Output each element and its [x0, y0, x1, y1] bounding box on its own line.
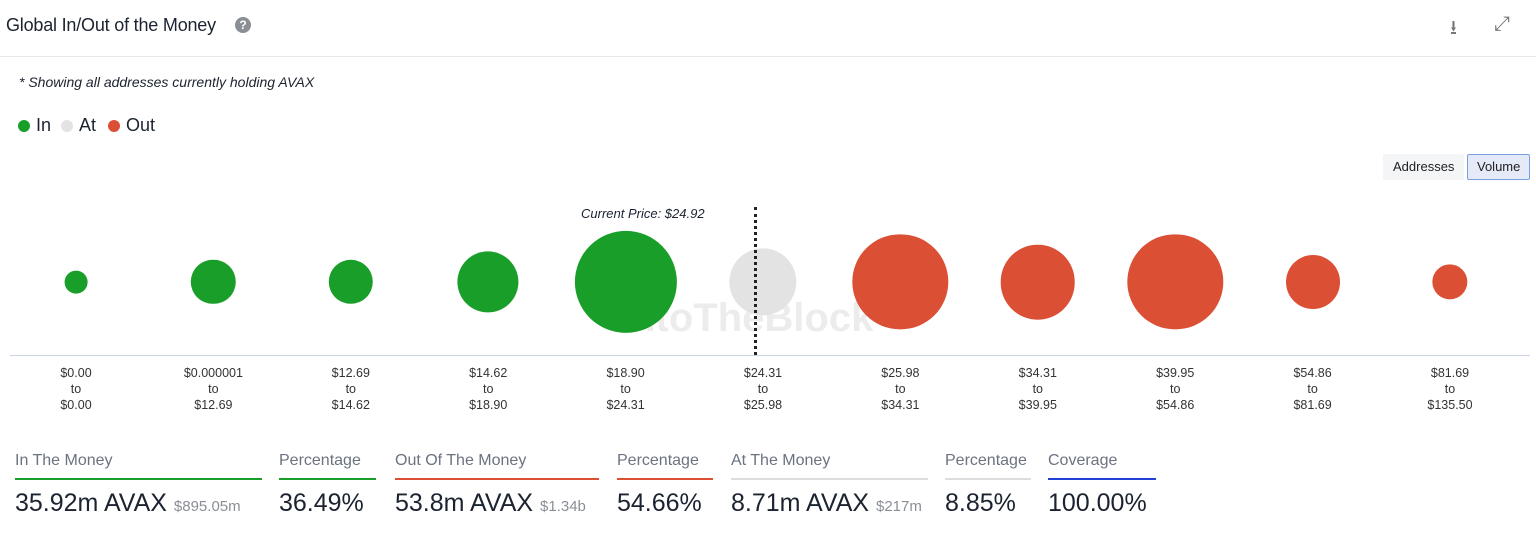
volume-toggle[interactable]: Volume	[1467, 154, 1531, 180]
current-price-line	[754, 207, 757, 355]
x-tick-from: $34.31	[1018, 366, 1057, 380]
x-tick-label: $18.90 to $24.31	[566, 365, 686, 413]
x-tick-from: $25.98	[881, 366, 920, 380]
x-tick-to: to	[757, 382, 769, 396]
legend-dot-out	[108, 119, 120, 132]
chart-title: Global In/Out of the Money	[6, 15, 216, 35]
out-usd: $1.34b	[540, 498, 586, 515]
bubble-out[interactable]	[1127, 234, 1223, 330]
in-the-money-value: 35.92m AVAX $895.05m	[15, 489, 241, 518]
x-tick-to: $18.90	[469, 398, 508, 412]
x-tick-label: $39.95 to $54.86	[1115, 365, 1235, 413]
download-icon[interactable]: ⭳	[1450, 17, 1457, 39]
x-tick-to: $39.95	[1018, 398, 1057, 412]
x-tick-label: $0.00 to $0.00	[16, 365, 136, 413]
at-percentage-header: Percentage	[945, 452, 1031, 480]
x-tick-to: to	[620, 382, 631, 396]
coverage-header: Coverage	[1048, 452, 1156, 480]
x-tick-to: to	[482, 382, 494, 396]
bubble-in[interactable]	[328, 259, 374, 305]
x-axis	[10, 355, 1530, 356]
out-volume: 53.8m AVAX	[395, 489, 534, 517]
x-tick-to: to	[1169, 382, 1181, 396]
header-divider	[0, 56, 1536, 57]
in-the-money-header: In The Money	[15, 452, 262, 480]
out-of-the-money-value: 53.8m AVAX $1.34b	[395, 489, 586, 518]
out-percentage-header: Percentage	[617, 452, 713, 480]
x-tick-to: $0.00	[60, 398, 92, 412]
bubble-out[interactable]	[1285, 255, 1340, 309]
at-usd: $217m	[876, 498, 922, 515]
x-tick-label: $34.31 to $39.95	[978, 365, 1098, 413]
x-tick-to: to	[1032, 382, 1044, 396]
x-tick-to: $25.98	[743, 398, 783, 412]
x-tick-label: $14.62 to $18.90	[428, 365, 548, 413]
x-tick-label: $24.31 to $25.98	[703, 365, 823, 413]
bubble-in[interactable]	[64, 270, 88, 294]
bubble-out[interactable]	[852, 234, 949, 330]
x-tick-label: $54.86 to $81.69	[1253, 365, 1373, 413]
in-percentage-header: Percentage	[279, 452, 376, 480]
x-tick-from: $14.62	[469, 366, 508, 380]
x-tick-from: $18.90	[606, 366, 645, 380]
x-tick-to: $12.69	[194, 398, 233, 412]
x-tick-from: $0.00	[60, 366, 92, 380]
coverage-value: 100.00%	[1048, 489, 1147, 517]
legend-label-in: In	[36, 115, 52, 135]
question-circle-icon[interactable]: ?	[235, 17, 251, 33]
x-tick-from: $81.69	[1430, 366, 1470, 380]
x-tick-to: $135.50	[1427, 398, 1473, 412]
current-price-label: Current Price: $24.92	[581, 206, 705, 221]
x-tick-to: to	[70, 382, 82, 396]
bubble-out[interactable]	[1000, 244, 1076, 320]
x-tick-label: $81.69 to $135.50	[1390, 365, 1510, 413]
at-the-money-value: 8.71m AVAX $217m	[731, 489, 922, 518]
in-usd: $895.05m	[173, 498, 241, 515]
x-tick-to: $54.86	[1156, 398, 1195, 412]
out-of-the-money-header: Out Of The Money	[395, 452, 599, 480]
bubble-in[interactable]	[191, 259, 236, 305]
x-tick-from: $39.95	[1156, 366, 1195, 380]
in-percentage-value: 36.49%	[279, 489, 364, 517]
x-tick-to: to	[895, 382, 906, 396]
x-tick-from: $12.69	[331, 366, 370, 380]
x-tick-to: $24.31	[606, 398, 645, 412]
at-percentage-value: 8.85%	[945, 489, 1016, 517]
x-tick-to: to	[208, 382, 219, 396]
x-tick-label: $25.98 to $34.31	[840, 365, 960, 413]
legend-at[interactable]: At	[61, 115, 96, 136]
x-tick-label: $0.000001 to $12.69	[153, 365, 273, 413]
legend-out[interactable]: Out	[108, 115, 155, 136]
holding-note: * Showing all addresses currently holdin…	[19, 74, 315, 90]
expand-icon[interactable]: ⤢	[1494, 13, 1510, 35]
x-tick-from: $0.000001	[183, 366, 243, 380]
legend-label-out: Out	[126, 115, 156, 135]
out-percentage-value: 54.66%	[617, 489, 702, 517]
addresses-toggle[interactable]: Addresses	[1383, 154, 1465, 180]
bubble-in[interactable]	[574, 230, 677, 334]
x-tick-to: $81.69	[1293, 398, 1332, 412]
x-tick-from: $24.31	[743, 366, 783, 380]
bubble-out[interactable]	[1432, 264, 1468, 300]
legend-in[interactable]: In	[18, 115, 51, 136]
x-tick-to: to	[1444, 382, 1456, 396]
x-tick-to: $34.31	[881, 398, 920, 412]
x-tick-label: $12.69 to $14.62	[291, 365, 411, 413]
x-tick-to: to	[345, 382, 357, 396]
bubble-in[interactable]	[457, 251, 519, 313]
x-tick-to: to	[1307, 382, 1318, 396]
in-volume: 35.92m AVAX	[15, 489, 167, 517]
legend-dot-in	[18, 119, 30, 132]
x-tick-from: $54.86	[1293, 366, 1332, 380]
at-the-money-header: At The Money	[731, 452, 928, 480]
legend-dot-at	[61, 119, 73, 132]
x-tick-to: $14.62	[331, 398, 370, 412]
at-volume: 8.71m AVAX	[731, 489, 870, 517]
bubble-at[interactable]	[729, 248, 797, 316]
legend-label-at: At	[79, 115, 97, 135]
